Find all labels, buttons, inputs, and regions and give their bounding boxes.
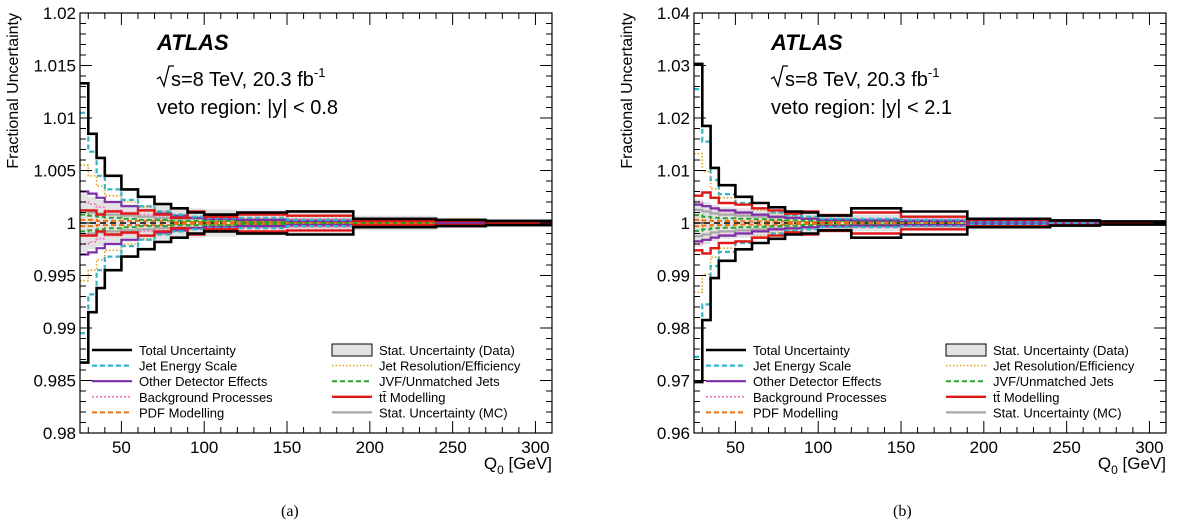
y-tick-label: 0.98 <box>657 319 690 338</box>
plot-area <box>80 82 552 364</box>
legend-label: Background Processes <box>139 390 273 405</box>
series-other-detector-effects-down <box>694 222 1166 243</box>
x-tick-label: 50 <box>112 438 131 457</box>
series-jet-energy-scale-up <box>80 111 552 224</box>
legend-label: Other Detector Effects <box>753 374 882 389</box>
series-total-uncertainty-down <box>694 223 1166 384</box>
atlas-label: ATLAS <box>156 30 229 55</box>
legend-label: Other Detector Effects <box>139 374 268 389</box>
x-axis-label: Q0 [GeV] <box>1098 454 1166 477</box>
legend-label: Background Processes <box>753 390 887 405</box>
legend-label: Jet Energy Scale <box>753 359 851 374</box>
y-tick-label: 0.97 <box>657 372 690 391</box>
series-jet-energy-scale-down <box>694 222 1166 358</box>
y-tick-label: 0.995 <box>33 267 76 286</box>
x-tick-label: 250 <box>438 438 466 457</box>
y-tick-label: 1.01 <box>657 162 690 181</box>
x-axis-label: Q0 [GeV] <box>484 454 552 477</box>
series-total-uncertainty-up <box>694 62 1166 223</box>
legend-label: Total Uncertainty <box>753 343 850 358</box>
x-tick-label: 200 <box>356 438 384 457</box>
y-tick-label: 1.03 <box>657 57 690 76</box>
y-tick-label: 0.98 <box>43 424 76 443</box>
y-tick-label: 1 <box>67 214 76 233</box>
y-tick-label: 1.01 <box>43 109 76 128</box>
legend-label: Stat. Uncertainty (MC) <box>379 405 508 420</box>
legend-swatch <box>331 343 373 357</box>
x-tick-label: 100 <box>190 438 218 457</box>
legend-label: Total Uncertainty <box>139 343 236 358</box>
sqrt-sign <box>156 65 174 88</box>
x-tick-label: 150 <box>273 438 301 457</box>
legend-label: PDF Modelling <box>753 405 838 420</box>
y-axis-label: Fractional Uncertainty <box>619 13 636 169</box>
sqrt-sign <box>770 65 788 88</box>
legend-label: Stat. Uncertainty (Data) <box>993 343 1129 358</box>
y-tick-label: 1.02 <box>657 109 690 128</box>
x-tick-label: 100 <box>804 438 832 457</box>
x-tick-label: 300 <box>1135 438 1163 457</box>
x-tick-label: 50 <box>726 438 745 457</box>
panel-b: 0.96 0.97 0.98 0.99 1 1.01 1.02 1.03 1.04 50 100 15… <box>619 4 1167 477</box>
panel-b-caption: (b) <box>893 503 912 520</box>
energy-label: s=8 TeV, 20.3 fb-1 <box>171 65 325 91</box>
y-tick-label: 0.96 <box>657 424 690 443</box>
x-tick-label: 250 <box>1052 438 1080 457</box>
y-tick-label: 1.015 <box>33 57 76 76</box>
legend: Total Uncertainty Stat. Uncertainty (Data… <box>706 343 1135 420</box>
stat-data-bin <box>137 205 155 241</box>
x-tick-label: 300 <box>521 438 549 457</box>
series-other-detector-effects-up <box>694 203 1166 224</box>
legend-swatch <box>945 343 987 357</box>
legend-label: JVF/Unmatched Jets <box>379 374 500 389</box>
legend-label: Jet Resolution/Efficiency <box>379 359 521 374</box>
veto-region-label: veto region: |y| < 2.1 <box>771 97 952 119</box>
y-tick-label: 0.99 <box>657 267 690 286</box>
y-tick-label: 0.99 <box>43 319 76 338</box>
series-jet-energy-scale-up <box>694 88 1166 224</box>
legend-label: JVF/Unmatched Jets <box>993 374 1114 389</box>
y-tick-label: 1.005 <box>33 162 76 181</box>
legend-label: Stat. Uncertainty (Data) <box>379 343 515 358</box>
y-tick-label: 0.985 <box>33 372 76 391</box>
legend-label: tt̄ Modelling <box>993 390 1059 405</box>
legend-label: Stat. Uncertainty (MC) <box>993 405 1122 420</box>
y-tick-label: 1.02 <box>43 4 76 23</box>
veto-region-label: veto region: |y| < 0.8 <box>157 97 338 119</box>
atlas-label: ATLAS <box>770 30 843 55</box>
legend-label: tt̄ Modelling <box>379 390 445 405</box>
panel-a: 0.98 0.985 0.99 0.995 1 1.005 1.01 1.015 1.02 50 1… <box>5 4 553 477</box>
x-tick-label: 150 <box>887 438 915 457</box>
legend-label: Jet Energy Scale <box>139 359 237 374</box>
legend-label: Jet Resolution/Efficiency <box>993 359 1135 374</box>
series-total-uncertainty-up <box>80 82 552 223</box>
legend: Total Uncertainty Stat. Uncertainty (Data… <box>92 343 521 420</box>
x-tick-label: 200 <box>970 438 998 457</box>
panel-a-caption: (a) <box>281 503 299 520</box>
y-axis-label: Fractional Uncertainty <box>5 13 22 169</box>
y-tick-label: 1 <box>681 214 690 233</box>
series-total-uncertainty-down <box>80 223 552 364</box>
y-tick-label: 1.04 <box>657 4 690 23</box>
series-jet-energy-scale-down <box>80 222 552 335</box>
energy-label: s=8 TeV, 20.3 fb-1 <box>785 65 939 91</box>
legend-label: PDF Modelling <box>139 405 224 420</box>
